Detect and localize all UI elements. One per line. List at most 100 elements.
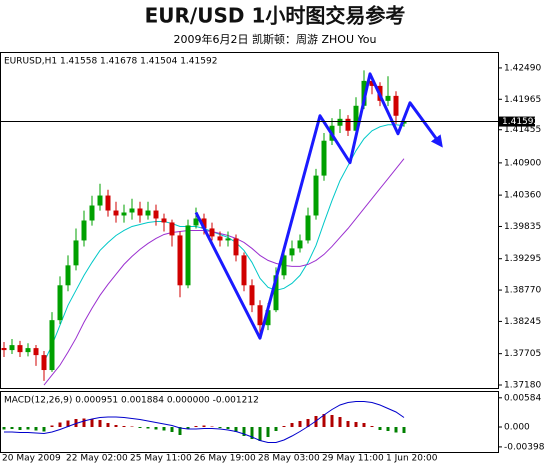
chart-title: EUR/USD 1小时图交易参考	[145, 4, 406, 28]
candle-body	[9, 345, 15, 351]
candle-body	[81, 220, 87, 241]
macd-bar	[202, 425, 206, 427]
y-tick-label: -0.00398	[504, 442, 545, 452]
candle-body	[257, 305, 263, 326]
candle-body	[225, 238, 231, 241]
x-tick-label: 22 May 02:00	[66, 454, 128, 463]
candle-body	[209, 228, 215, 237]
x-tick-label: 29 May 11:00	[322, 454, 384, 463]
candle-body	[25, 348, 31, 353]
macd-bar	[290, 423, 294, 427]
macd-bar	[266, 427, 270, 437]
candle-body	[1, 347, 7, 351]
y-tick-label: 1.41455	[504, 125, 541, 135]
candle-body	[185, 225, 191, 286]
y-tick-label: 1.42490	[504, 63, 541, 73]
candle-body	[153, 210, 159, 219]
macd-bar	[114, 425, 118, 427]
last-price-label: 1.41592	[502, 117, 539, 127]
macd-signal	[4, 401, 405, 443]
y-tick-label: 1.40360	[504, 191, 541, 201]
candle-body	[289, 248, 295, 256]
y-tick-label: 1.39295	[504, 254, 541, 264]
candle-body	[401, 121, 407, 124]
y-tick-label: 1.37705	[504, 349, 541, 359]
x-tick-label: 28 May 03:00	[258, 454, 320, 463]
macd-bar	[58, 422, 62, 427]
candle-body	[57, 285, 63, 321]
macd-bar	[154, 427, 158, 430]
macd-bar	[82, 418, 86, 427]
candle-body	[89, 205, 95, 221]
y-tick-label: 0.00584	[504, 393, 541, 403]
macd-bar	[386, 427, 390, 431]
macd-bar	[186, 427, 190, 429]
candle-body	[169, 222, 175, 236]
macd-bar	[50, 425, 54, 427]
macd-bar	[250, 427, 254, 439]
candle-body	[137, 208, 143, 216]
candle-body	[337, 118, 343, 126]
macd-bar	[2, 427, 6, 430]
candle-body	[249, 285, 255, 306]
x-tick-label: 25 May 11:00	[130, 454, 192, 463]
y-tick-label: 1.40900	[504, 158, 541, 168]
macd-bar	[34, 427, 38, 431]
candle-body	[233, 238, 239, 256]
macd-bar	[274, 427, 278, 431]
candle-body	[121, 212, 127, 216]
price-info: EURUSD,H1 1.41558 1.41678 1.41504 1.4159…	[4, 57, 217, 67]
macd-bar	[106, 423, 110, 427]
macd-bar	[282, 426, 286, 427]
macd-bar	[322, 414, 326, 427]
candle-body	[385, 95, 391, 101]
candle-body	[105, 195, 111, 211]
macd-bar	[42, 427, 46, 432]
candle-body	[305, 215, 311, 241]
candle-body	[321, 140, 327, 176]
zigzag-line	[194, 72, 443, 340]
candle-body	[65, 265, 71, 286]
candle-body	[41, 355, 47, 371]
macd-bar	[234, 427, 238, 432]
y-tick-label: 1.38245	[504, 317, 541, 327]
candle-body	[33, 348, 39, 356]
y-tick-label: 1.37180	[504, 381, 541, 391]
candle-body	[17, 345, 23, 353]
moving-average	[43, 158, 405, 386]
macd-bar	[18, 427, 22, 430]
candle-body	[201, 218, 207, 229]
x-tick-label: 26 May 19:00	[194, 454, 256, 463]
candle-body	[217, 236, 223, 241]
candle-body	[241, 255, 247, 286]
macd-bar	[10, 427, 14, 429]
macd-bar	[370, 426, 374, 427]
macd-bar	[394, 427, 398, 433]
candle-body	[161, 218, 167, 223]
candle-body	[393, 95, 399, 116]
macd-bar	[330, 415, 334, 427]
candle-body	[281, 255, 287, 276]
macd-bar	[210, 426, 214, 427]
y-tick-label: 1.38770	[504, 286, 541, 296]
candle-body	[177, 235, 183, 286]
x-tick-label: 1 Jun 20:00	[386, 454, 438, 463]
macd-bar	[170, 427, 174, 432]
candle-body	[113, 210, 119, 216]
macd-bar	[362, 423, 366, 427]
macd-bar	[130, 426, 134, 427]
candle-body	[73, 240, 79, 266]
macd-bar	[242, 427, 246, 436]
candle-body	[145, 210, 151, 216]
moving-average	[43, 124, 405, 363]
macd-bar	[146, 427, 150, 429]
candle-body	[361, 80, 367, 106]
macd-bar	[298, 421, 302, 427]
macd-bar	[378, 427, 382, 430]
y-tick-label: 0.000	[504, 423, 530, 433]
y-tick-label: 1.39835	[504, 222, 541, 232]
candle-body	[345, 118, 351, 131]
macd-bar	[178, 427, 182, 435]
macd-panel-frame	[0, 391, 499, 453]
